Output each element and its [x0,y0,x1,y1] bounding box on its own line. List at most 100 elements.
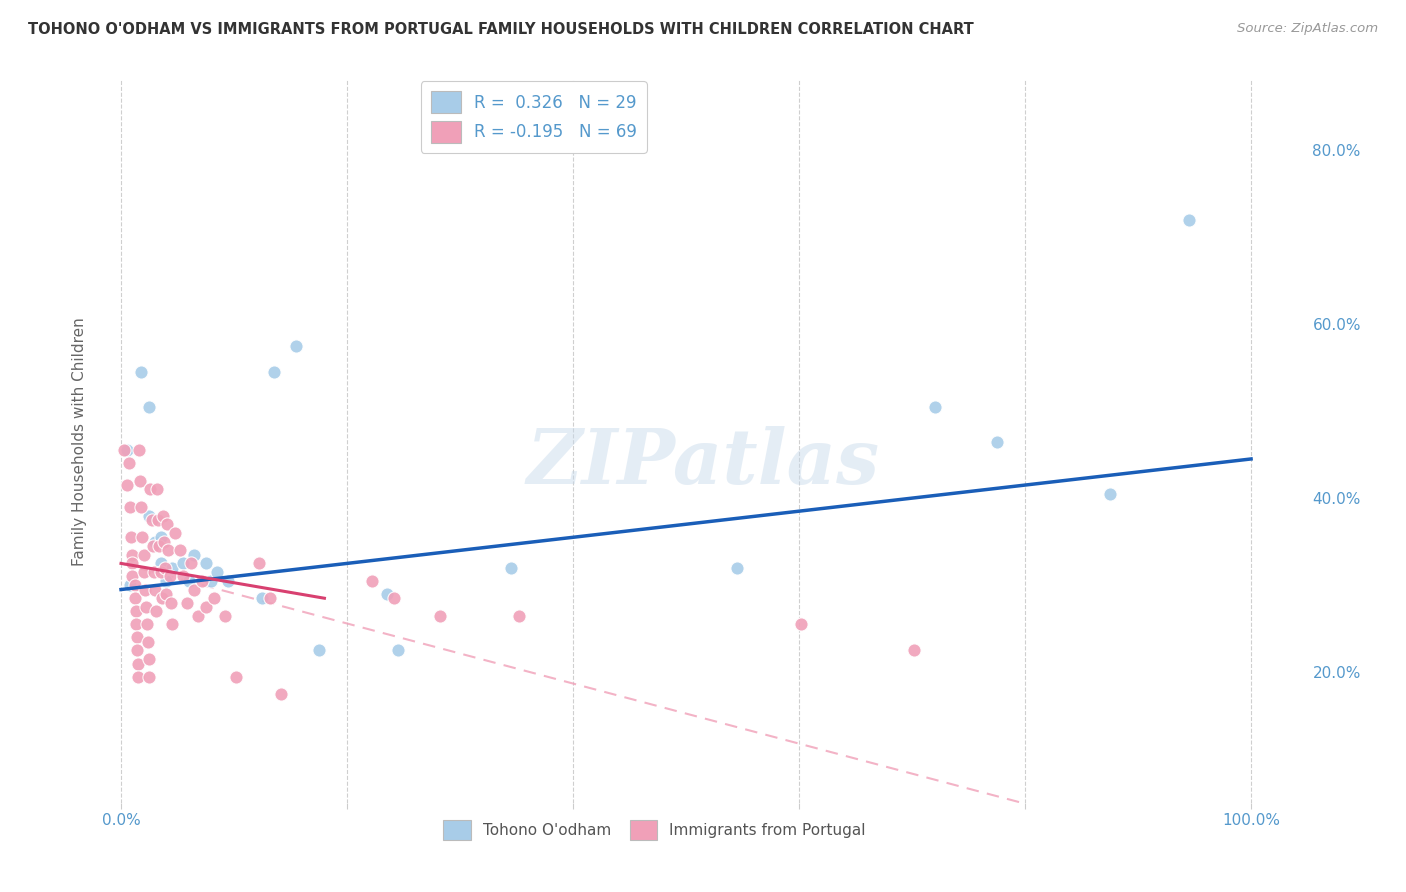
Point [187,608,209,623]
Point [120,500,142,514]
Point [169,543,191,558]
Point [112,443,135,458]
Point [118,456,141,470]
Point [121,557,143,571]
Point [132,548,155,562]
Point [1098,487,1121,501]
Point [131,500,153,514]
Point [127,657,149,671]
Y-axis label: Family Households with Children: Family Households with Children [72,318,87,566]
Point [134,582,156,597]
Point [183,548,205,562]
Point [138,400,160,414]
Point [125,631,148,645]
Point [155,587,177,601]
Point [135,599,157,614]
Point [136,617,159,632]
Point [115,478,138,492]
Point [172,569,194,583]
Point [124,591,146,606]
Point [141,513,163,527]
Point [200,574,222,588]
Point [259,591,281,606]
Point [1178,212,1201,227]
Point [924,400,946,414]
Point [142,565,165,579]
Point [143,534,166,549]
Point [790,617,813,632]
Point [986,434,1008,449]
Point [115,443,138,458]
Point [125,643,148,657]
Point [138,652,160,666]
Point [125,617,148,632]
Point [148,539,170,553]
Legend: Tohono O'odham, Immigrants from Portugal: Tohono O'odham, Immigrants from Portugal [437,814,872,846]
Point [145,604,167,618]
Point [361,574,384,588]
Point [121,569,143,583]
Text: Source: ZipAtlas.com: Source: ZipAtlas.com [1237,22,1378,36]
Point [150,591,173,606]
Point [176,596,198,610]
Point [247,557,270,571]
Point [121,548,143,562]
Point [146,483,169,497]
Point [177,574,200,588]
Point [159,569,181,583]
Point [143,582,166,597]
Point [149,565,172,579]
Point [156,517,179,532]
Point [214,608,236,623]
Text: ZIPatlas: ZIPatlas [526,426,880,500]
Point [508,608,530,623]
Point [429,608,451,623]
Point [131,530,153,544]
Point [139,483,162,497]
Point [202,591,225,606]
Point [172,557,194,571]
Point [285,339,308,353]
Point [131,365,153,379]
Point [120,578,142,592]
Point [124,578,146,592]
Point [308,643,330,657]
Point [194,599,217,614]
Point [384,591,406,606]
Point [125,604,148,618]
Point [270,687,292,701]
Point [155,574,177,588]
Point [120,530,142,544]
Point [149,530,172,544]
Point [180,557,202,571]
Point [152,508,174,523]
Point [252,591,274,606]
Point [157,543,180,558]
Point [136,634,159,648]
Point [142,539,165,553]
Point [160,617,183,632]
Text: TOHONO O'ODHAM VS IMMIGRANTS FROM PORTUGAL FAMILY HOUSEHOLDS WITH CHILDREN CORRE: TOHONO O'ODHAM VS IMMIGRANTS FROM PORTUG… [28,22,974,37]
Point [183,582,205,597]
Point [387,643,409,657]
Point [127,669,149,683]
Point [149,557,172,571]
Point [725,561,748,575]
Point [191,574,214,588]
Point [194,557,217,571]
Point [138,508,160,523]
Point [132,565,155,579]
Point [499,561,522,575]
Point [205,565,228,579]
Point [165,525,187,540]
Point [217,574,239,588]
Point [159,596,181,610]
Point [375,587,398,601]
Point [148,513,170,527]
Point [903,643,925,657]
Point [138,669,160,683]
Point [128,443,150,458]
Point [153,534,176,549]
Point [160,561,183,575]
Point [225,669,247,683]
